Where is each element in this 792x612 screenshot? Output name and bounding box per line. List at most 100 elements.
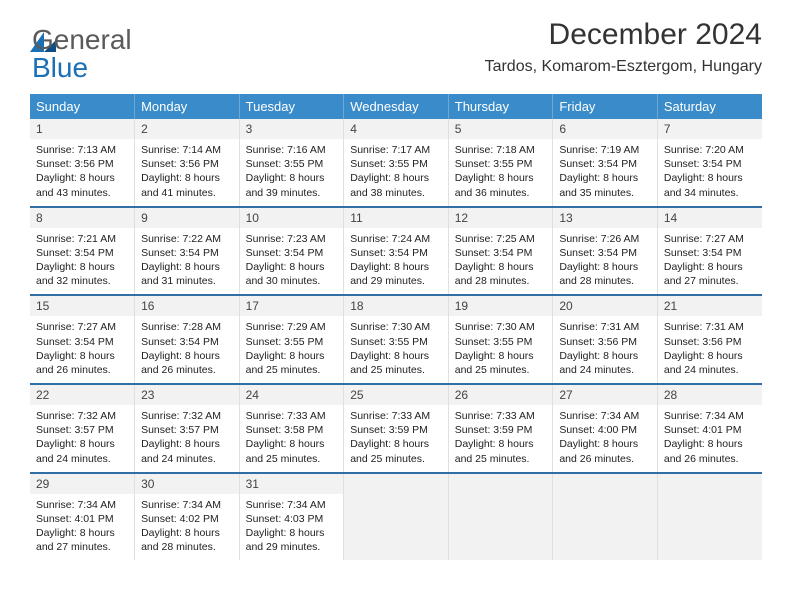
day-cell: Sunrise: 7:27 AMSunset: 3:54 PMDaylight:… (30, 316, 135, 383)
sunset-line: Sunset: 3:54 PM (246, 246, 338, 260)
daylight-line: Daylight: 8 hours and 39 minutes. (246, 171, 338, 199)
day-cell: Sunrise: 7:25 AMSunset: 3:54 PMDaylight:… (448, 228, 553, 295)
sunrise-line: Sunrise: 7:32 AM (141, 409, 233, 423)
day-cell: Sunrise: 7:29 AMSunset: 3:55 PMDaylight:… (239, 316, 344, 383)
daynum-row: 293031 (30, 474, 762, 494)
daylight-line: Daylight: 8 hours and 32 minutes. (36, 260, 128, 288)
sunrise-line: Sunrise: 7:18 AM (455, 143, 547, 157)
day-cell: Sunrise: 7:18 AMSunset: 3:55 PMDaylight:… (448, 139, 553, 206)
day-number-cell: 20 (553, 296, 658, 316)
sunset-line: Sunset: 3:55 PM (455, 335, 547, 349)
sunset-line: Sunset: 4:00 PM (559, 423, 651, 437)
logo-word-2: Blue (32, 52, 88, 83)
sunrise-line: Sunrise: 7:29 AM (246, 320, 338, 334)
day-number-cell: 19 (448, 296, 553, 316)
day-number-cell (344, 474, 449, 494)
sunset-line: Sunset: 3:54 PM (350, 246, 442, 260)
sunrise-line: Sunrise: 7:22 AM (141, 232, 233, 246)
sunrise-line: Sunrise: 7:32 AM (36, 409, 128, 423)
daynum-row: 15161718192021 (30, 296, 762, 316)
sunrise-line: Sunrise: 7:27 AM (664, 232, 756, 246)
sunset-line: Sunset: 3:55 PM (246, 335, 338, 349)
day-detail-row: Sunrise: 7:34 AMSunset: 4:01 PMDaylight:… (30, 494, 762, 561)
day-cell: Sunrise: 7:27 AMSunset: 3:54 PMDaylight:… (657, 228, 762, 295)
day-cell: Sunrise: 7:34 AMSunset: 4:03 PMDaylight:… (239, 494, 344, 561)
daylight-line: Daylight: 8 hours and 28 minutes. (141, 526, 233, 554)
sunset-line: Sunset: 3:54 PM (664, 157, 756, 171)
day-number-cell: 17 (239, 296, 344, 316)
daynum-row: 1234567 (30, 119, 762, 139)
day-cell: Sunrise: 7:31 AMSunset: 3:56 PMDaylight:… (553, 316, 658, 383)
sunset-line: Sunset: 3:54 PM (559, 246, 651, 260)
sunrise-line: Sunrise: 7:33 AM (455, 409, 547, 423)
sunrise-line: Sunrise: 7:33 AM (246, 409, 338, 423)
sunset-line: Sunset: 3:56 PM (559, 335, 651, 349)
sunset-line: Sunset: 3:54 PM (455, 246, 547, 260)
day-cell: Sunrise: 7:30 AMSunset: 3:55 PMDaylight:… (344, 316, 449, 383)
daylight-line: Daylight: 8 hours and 25 minutes. (246, 349, 338, 377)
day-number-cell: 7 (657, 119, 762, 139)
sunrise-line: Sunrise: 7:27 AM (36, 320, 128, 334)
sunset-line: Sunset: 4:01 PM (36, 512, 128, 526)
day-number-cell: 6 (553, 119, 658, 139)
sunset-line: Sunset: 3:56 PM (36, 157, 128, 171)
day-cell: Sunrise: 7:19 AMSunset: 3:54 PMDaylight:… (553, 139, 658, 206)
daylight-line: Daylight: 8 hours and 26 minutes. (36, 349, 128, 377)
empty-cell (344, 494, 449, 561)
day-number-cell: 23 (135, 385, 240, 405)
location-subtitle: Tardos, Komarom-Esztergom, Hungary (485, 58, 762, 76)
sunset-line: Sunset: 3:55 PM (350, 157, 442, 171)
daylight-line: Daylight: 8 hours and 26 minutes. (664, 437, 756, 465)
daylight-line: Daylight: 8 hours and 24 minutes. (141, 437, 233, 465)
sunrise-line: Sunrise: 7:34 AM (664, 409, 756, 423)
day-number-cell: 21 (657, 296, 762, 316)
sunrise-line: Sunrise: 7:28 AM (141, 320, 233, 334)
day-cell: Sunrise: 7:13 AMSunset: 3:56 PMDaylight:… (30, 139, 135, 206)
day-number-cell: 4 (344, 119, 449, 139)
sunset-line: Sunset: 3:59 PM (350, 423, 442, 437)
sunrise-line: Sunrise: 7:21 AM (36, 232, 128, 246)
empty-cell (657, 494, 762, 561)
daylight-line: Daylight: 8 hours and 28 minutes. (559, 260, 651, 288)
sunrise-line: Sunrise: 7:33 AM (350, 409, 442, 423)
logo-word-1: GeneralBlue (32, 26, 132, 82)
day-cell: Sunrise: 7:16 AMSunset: 3:55 PMDaylight:… (239, 139, 344, 206)
sunset-line: Sunset: 3:54 PM (141, 246, 233, 260)
daylight-line: Daylight: 8 hours and 29 minutes. (246, 526, 338, 554)
sunset-line: Sunset: 3:54 PM (36, 335, 128, 349)
sunset-line: Sunset: 4:02 PM (141, 512, 233, 526)
day-cell: Sunrise: 7:34 AMSunset: 4:00 PMDaylight:… (553, 405, 658, 472)
day-number-cell: 28 (657, 385, 762, 405)
day-cell: Sunrise: 7:33 AMSunset: 3:59 PMDaylight:… (448, 405, 553, 472)
sunset-line: Sunset: 3:54 PM (559, 157, 651, 171)
daylight-line: Daylight: 8 hours and 24 minutes. (664, 349, 756, 377)
daylight-line: Daylight: 8 hours and 31 minutes. (141, 260, 233, 288)
day-number-cell: 2 (135, 119, 240, 139)
daylight-line: Daylight: 8 hours and 27 minutes. (664, 260, 756, 288)
empty-cell (553, 494, 658, 561)
day-number-cell: 29 (30, 474, 135, 494)
weekday-sunday: Sunday (30, 94, 135, 119)
day-number-cell: 25 (344, 385, 449, 405)
brand-logo: GeneralBlue (30, 26, 158, 82)
sunset-line: Sunset: 4:01 PM (664, 423, 756, 437)
sunrise-line: Sunrise: 7:16 AM (246, 143, 338, 157)
sunrise-line: Sunrise: 7:20 AM (664, 143, 756, 157)
sunrise-line: Sunrise: 7:26 AM (559, 232, 651, 246)
day-number-cell: 31 (239, 474, 344, 494)
daylight-line: Daylight: 8 hours and 25 minutes. (455, 437, 547, 465)
sunset-line: Sunset: 3:56 PM (664, 335, 756, 349)
day-cell: Sunrise: 7:34 AMSunset: 4:01 PMDaylight:… (657, 405, 762, 472)
daylight-line: Daylight: 8 hours and 28 minutes. (455, 260, 547, 288)
daynum-row: 22232425262728 (30, 385, 762, 405)
weekday-thursday: Thursday (448, 94, 553, 119)
sunrise-line: Sunrise: 7:14 AM (141, 143, 233, 157)
daylight-line: Daylight: 8 hours and 29 minutes. (350, 260, 442, 288)
weekday-tuesday: Tuesday (239, 94, 344, 119)
sunrise-line: Sunrise: 7:19 AM (559, 143, 651, 157)
page-title: December 2024 (485, 18, 762, 52)
daylight-line: Daylight: 8 hours and 26 minutes. (141, 349, 233, 377)
day-number-cell (448, 474, 553, 494)
daylight-line: Daylight: 8 hours and 35 minutes. (559, 171, 651, 199)
day-number-cell: 26 (448, 385, 553, 405)
